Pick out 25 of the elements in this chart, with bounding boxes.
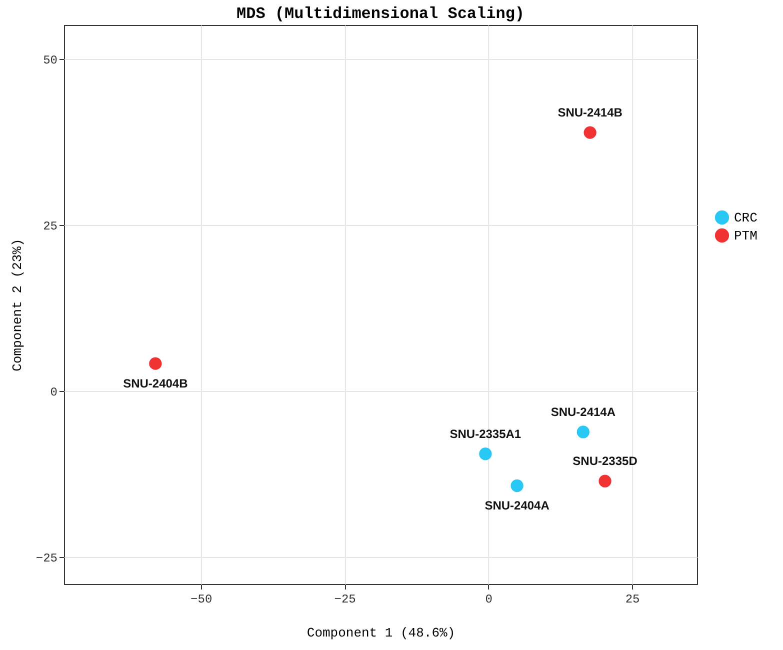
y-tick-label: 0	[50, 385, 58, 400]
point	[598, 474, 612, 488]
annotation: SNU-2404B	[123, 376, 188, 391]
annotation: SNU-2414A	[550, 404, 616, 419]
point	[510, 479, 524, 492]
legend-label: CRC	[734, 210, 758, 226]
y-axis-title: Component 2 (23%)	[10, 238, 25, 372]
point	[149, 357, 162, 370]
x-tick-label: 0	[485, 592, 492, 606]
annotation: SNU-2335D	[572, 454, 638, 468]
x-tick-label: 25	[625, 592, 640, 606]
chart-title: MDS (Multidimensional Scaling)	[236, 5, 525, 23]
y-tick-label: 25	[43, 219, 58, 234]
annotation: SNU-2414B	[558, 106, 623, 120]
legend-label: PTM	[734, 228, 758, 244]
y-tick-label: 50	[43, 53, 58, 68]
point	[479, 448, 492, 460]
point	[576, 426, 590, 438]
annotation: SNU-2335A1	[450, 426, 522, 441]
x-axis-title: Component 1 (48.6%)	[306, 626, 456, 640]
y-tick-label: −25	[36, 551, 58, 566]
x-tick-label: −50	[190, 592, 212, 606]
x-tick-label: −25	[334, 592, 356, 606]
point	[584, 126, 596, 139]
annotation: SNU-2404A	[484, 498, 550, 513]
